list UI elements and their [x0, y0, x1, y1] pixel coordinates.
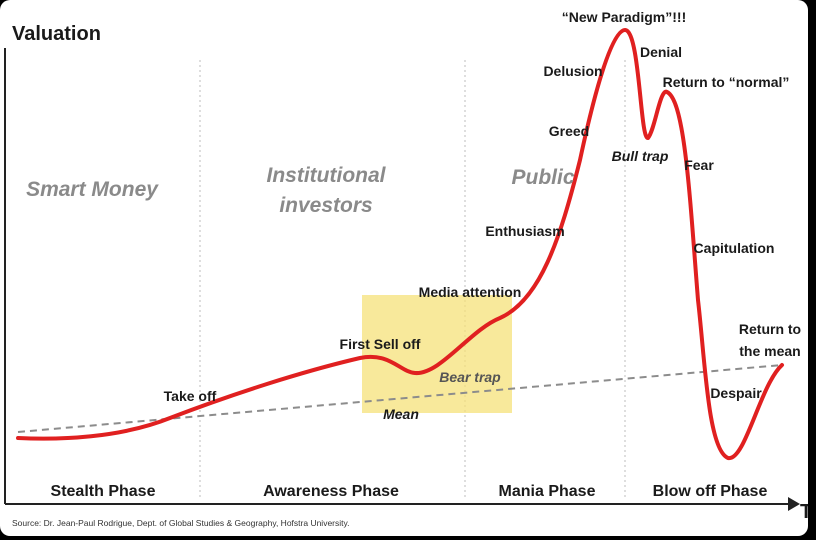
institutional-label-line1: Institutional — [267, 164, 387, 187]
annotation-capitulation: Capitulation — [694, 240, 775, 256]
x-axis-arrow — [788, 497, 800, 511]
annotation-return-to-normal: Return to “normal” — [663, 74, 790, 90]
annotation-media-attention: Media attention — [419, 284, 522, 300]
source-citation: Source: Dr. Jean-Paul Rodrigue, Dept. of… — [12, 518, 350, 528]
phase-blowoff: Blow off Phase — [653, 483, 768, 500]
bear-trap-highlight — [362, 295, 512, 413]
annotation-take-off: Take off — [164, 388, 217, 404]
phase-stealth: Stealth Phase — [51, 483, 156, 500]
annotation-denial: Denial — [640, 44, 682, 60]
annotation-greed: Greed — [549, 123, 589, 139]
annotation-mean: Mean — [383, 406, 419, 422]
y-axis-label: Valuation — [12, 23, 101, 45]
annotation-new-paradigm: “New Paradigm”!!! — [562, 9, 686, 25]
annotation-despair: Despair — [710, 385, 762, 401]
public-label: Public — [511, 166, 574, 189]
annotation-enthusiasm: Enthusiasm — [485, 223, 564, 239]
x-axis-label: Ti — [800, 501, 808, 523]
institutional-label-line2: investors — [279, 194, 372, 217]
mean-line — [17, 364, 783, 433]
valuation-curve — [16, 28, 784, 460]
annotation-fear: Fear — [684, 157, 714, 173]
phase-mania: Mania Phase — [499, 483, 596, 500]
annotation-bull-trap: Bull trap — [612, 148, 669, 164]
phase-awareness: Awareness Phase — [263, 483, 399, 500]
smart-money-label: Smart Money — [26, 178, 159, 201]
annotation-return-to-mean-line2: the mean — [739, 343, 800, 359]
annotation-return-to-mean-line1: Return to — [739, 321, 801, 337]
annotation-delusion: Delusion — [543, 63, 602, 79]
annotation-bear-trap: Bear trap — [439, 369, 501, 385]
annotation-first-sell-off: First Sell off — [340, 336, 421, 352]
